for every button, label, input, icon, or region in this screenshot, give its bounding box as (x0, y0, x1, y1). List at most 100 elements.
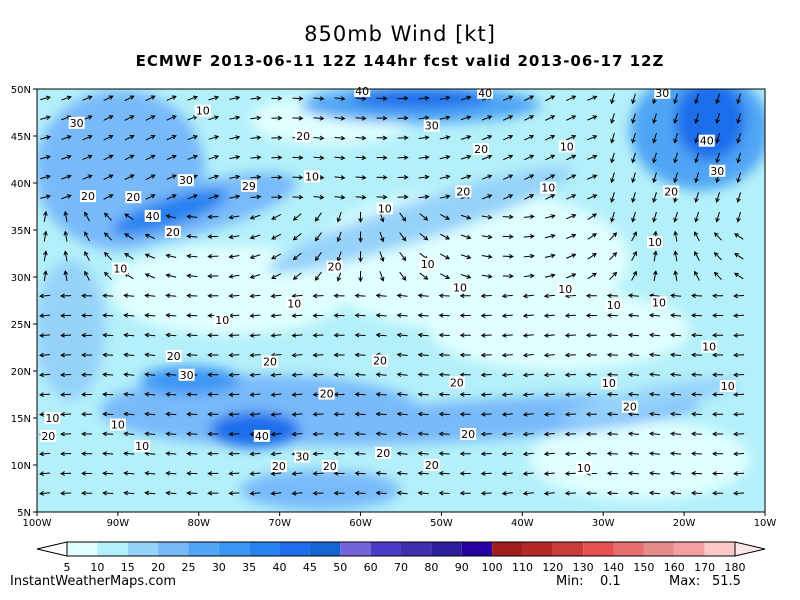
wind-arrow (355, 96, 367, 101)
contour-label: 30 (654, 86, 671, 100)
wind-arrow (670, 411, 682, 417)
site-credit: InstantWeatherMaps.com (10, 574, 177, 589)
wind-arrow (459, 490, 471, 496)
wind-arrow (358, 251, 363, 263)
wind-arrow (208, 95, 220, 101)
contour-label: 20 (423, 459, 440, 472)
wind-arrow (144, 332, 156, 338)
wind-arrow (715, 132, 721, 144)
wind-arrow (670, 451, 682, 456)
wind-arrow (673, 250, 679, 262)
svg-text:20: 20 (461, 428, 475, 441)
wind-arrow (124, 252, 134, 260)
contour-label: 10 (304, 170, 321, 183)
wind-arrow (166, 115, 177, 121)
wind-arrow (63, 210, 69, 222)
wind-arrow (102, 352, 114, 358)
wind-arrow (503, 95, 514, 101)
wind-arrow (333, 352, 345, 358)
wind-arrow (631, 211, 636, 223)
wind-arrow (522, 392, 534, 398)
svg-text:20: 20 (126, 191, 140, 204)
wind-arrow (249, 471, 261, 476)
contour-label: 10 (646, 236, 663, 249)
wind-arrow (606, 313, 618, 318)
wind-arrow (439, 95, 451, 101)
wind-arrow (249, 214, 261, 220)
wind-arrow (564, 392, 576, 397)
wind-arrow (355, 175, 367, 180)
wind-arrow (39, 451, 51, 457)
contour-label: 30 (178, 368, 195, 382)
wind-arrow (480, 431, 492, 437)
wind-arrow (291, 490, 303, 496)
wind-arrow (229, 135, 241, 140)
wind-arrow (627, 431, 639, 437)
wind-arrow (648, 451, 661, 456)
wind-arrow (187, 135, 198, 141)
wind-arrow (165, 392, 177, 397)
wind-arrow (648, 352, 661, 358)
wind-arrow (376, 155, 388, 161)
wind-arrow (734, 252, 744, 260)
wind-arrow (733, 471, 745, 476)
wind-arrow (734, 272, 744, 280)
wind-arrow (673, 132, 678, 144)
contour-label: 10 (194, 104, 211, 118)
wind-arrow (480, 372, 492, 378)
wind-arrow (60, 471, 72, 476)
svg-text:10: 10 (721, 380, 735, 393)
wind-arrow (375, 332, 387, 338)
wind-arrow (543, 313, 555, 319)
wind-arrow (606, 431, 618, 437)
wind-arrow (40, 115, 51, 120)
wind-arrow (501, 431, 513, 437)
contour-label: 20 (318, 387, 335, 401)
wind-arrow (270, 471, 282, 476)
wind-arrow (587, 174, 598, 180)
wind-arrow (543, 333, 555, 338)
wind-arrow (564, 313, 576, 318)
wind-arrow (102, 293, 114, 299)
wind-arrow (459, 471, 471, 476)
colorbar-swatch (309, 542, 341, 556)
contour-label: 10 (286, 297, 303, 310)
wind-arrow (145, 135, 156, 141)
svg-text:30: 30 (179, 174, 193, 187)
min-label: Min: (556, 574, 584, 589)
wind-arrow (124, 213, 134, 221)
wind-arrow (418, 155, 430, 160)
wind-arrow (501, 451, 513, 457)
wind-arrow (43, 270, 48, 282)
wind-arrow (39, 392, 51, 397)
contour-label: 20 (460, 427, 477, 441)
wind-arrow (712, 332, 724, 338)
contour-label: 10 (600, 377, 617, 390)
wind-arrow (417, 431, 429, 437)
wind-arrow (250, 174, 262, 180)
wind-arrow (208, 194, 220, 200)
wind-arrow (312, 352, 324, 358)
wind-arrow (545, 115, 556, 121)
colorbar-label: 25 (181, 561, 195, 574)
contour-label: 20 (125, 191, 142, 204)
wind-arrow (376, 135, 388, 141)
wind-arrow (165, 273, 177, 278)
wind-arrow (271, 96, 283, 101)
wind-arrow (627, 372, 639, 377)
wind-arrow (103, 174, 114, 180)
wind-arrow (670, 470, 682, 476)
wind-arrow (207, 254, 219, 259)
wind-arrow (606, 332, 618, 338)
wind-arrow (228, 451, 240, 457)
wind-arrow (396, 411, 408, 417)
svg-text:10: 10 (421, 258, 435, 271)
wind-arrow (292, 175, 304, 180)
wind-arrow (271, 115, 283, 121)
wind-arrow (375, 431, 387, 437)
wind-arrow (396, 313, 408, 318)
wind-arrow (648, 490, 661, 496)
wind-arrow (524, 174, 535, 181)
wind-arrow (480, 333, 492, 338)
wind-arrow (439, 135, 451, 140)
